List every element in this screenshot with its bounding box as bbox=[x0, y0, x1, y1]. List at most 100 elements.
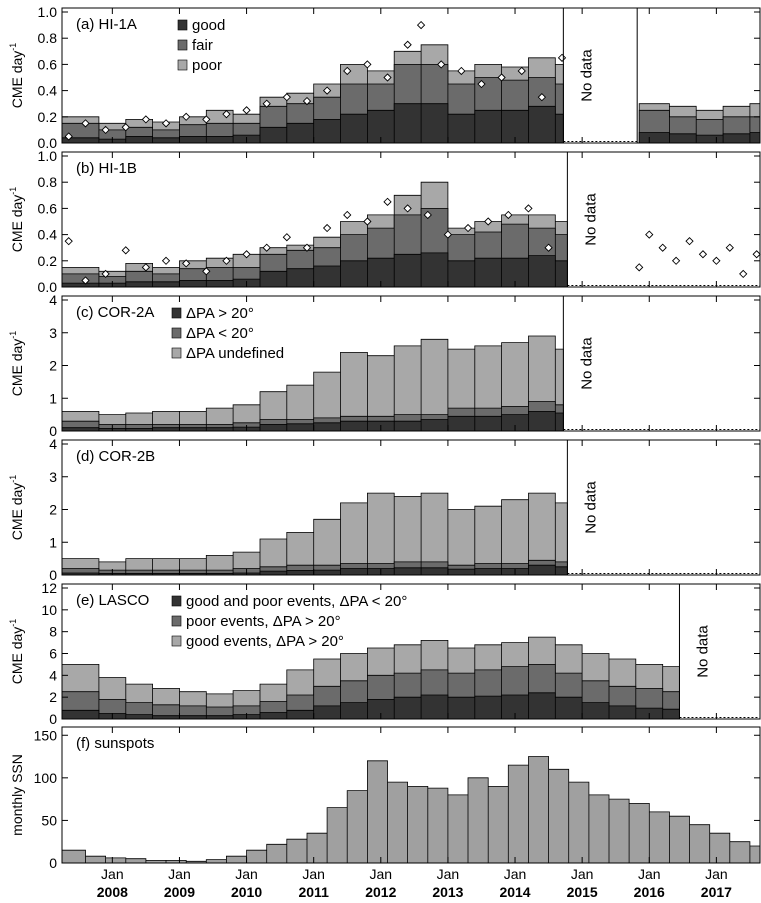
marker-hi1a-22 bbox=[497, 73, 506, 82]
ytick-label-hi1b-2: 0.4 bbox=[38, 227, 58, 243]
marker-hi1b-6 bbox=[182, 259, 191, 268]
panel-lasco: No data 0 2 4 6 8 10 12 CME day-1 (e) LASCO good a… bbox=[8, 580, 761, 727]
ytick-label-hi1b-3: 0.6 bbox=[38, 200, 58, 216]
marker-hi1b-34 bbox=[752, 250, 761, 259]
marker-hi1a-4 bbox=[141, 115, 151, 124]
nodata-label-hi1a: No data bbox=[578, 49, 595, 102]
ytick-label-hi1b-0: 0.0 bbox=[38, 279, 58, 295]
marker-hi1a-0 bbox=[64, 132, 73, 141]
marker-hi1b-4 bbox=[141, 263, 151, 272]
xmonth-label-9: Jan bbox=[705, 866, 728, 882]
xyear-label-4: 2012 bbox=[365, 884, 396, 900]
title-sunspots: (f) sunspots bbox=[76, 735, 154, 752]
legend-label-cor2a-1: ΔPA < 20° bbox=[186, 325, 254, 342]
marker-hi1b-11 bbox=[282, 233, 291, 242]
panel-cor2a: No data 0 1 2 3 4 CME day-1 (c) COR-2A ΔPA > 20°… bbox=[8, 292, 761, 439]
marker-hi1b-24 bbox=[544, 243, 553, 252]
frame-hi1a bbox=[61, 7, 761, 144]
xyear-label-2: 2010 bbox=[231, 884, 262, 900]
legend-swatch-cor2a-0 bbox=[171, 307, 182, 319]
legend-swatch-cor2a-1 bbox=[171, 327, 182, 339]
marker-hi1b-19 bbox=[443, 230, 453, 239]
ytick-label-hi1b-4: 0.8 bbox=[38, 174, 58, 190]
title-lasco: (e) LASCO bbox=[76, 592, 149, 609]
marker-hi1b-9 bbox=[242, 250, 251, 259]
marker-hi1b-14 bbox=[343, 210, 352, 220]
marker-hi1b-33 bbox=[739, 269, 748, 279]
frame-cor2b bbox=[61, 439, 761, 576]
marker-hi1b-18 bbox=[423, 210, 432, 220]
ytick-label-hi1a-3: 0.6 bbox=[38, 56, 58, 72]
ytick-label-cor2a-3: 3 bbox=[49, 325, 57, 341]
xyear-label-1: 2009 bbox=[164, 884, 195, 900]
marker-hi1b-32 bbox=[725, 243, 734, 252]
series-lasco-2 bbox=[61, 692, 680, 720]
marker-hi1b-29 bbox=[685, 237, 694, 246]
legend-swatch-lasco-2 bbox=[171, 635, 182, 647]
ylabel-sup-cor2a: -1 bbox=[8, 331, 18, 339]
legend-label-hi1a-0: good bbox=[192, 17, 225, 34]
frame-lasco bbox=[61, 583, 761, 720]
marker-hi1a-13 bbox=[322, 86, 332, 95]
ylabel-hi1b: CME day-1 bbox=[8, 187, 25, 253]
nodata-label-cor2b: No data bbox=[582, 481, 599, 534]
marker-hi1b-31 bbox=[712, 256, 721, 265]
marker-hi1a-25 bbox=[557, 53, 567, 62]
legend-swatch-hi1a-0 bbox=[177, 19, 188, 31]
xyear-label-6: 2014 bbox=[499, 884, 530, 900]
title-hi1b: (b) HI-1B bbox=[76, 160, 137, 177]
marker-hi1a-24 bbox=[537, 93, 547, 102]
xmonth-label-6: Jan bbox=[504, 866, 527, 882]
marker-hi1b-2 bbox=[101, 269, 110, 279]
panel-sunspots: 0 50 100 150 monthly SSN (f) sunspots bbox=[9, 726, 761, 871]
marker-hi1b-21 bbox=[484, 217, 493, 226]
ylabel-lasco: CME day-1 bbox=[8, 619, 25, 685]
marker-hi1a-20 bbox=[457, 66, 466, 76]
legend-label-lasco-0: good and poor events, ΔPA < 20° bbox=[186, 593, 407, 610]
marker-hi1b-8 bbox=[222, 256, 231, 265]
marker-hi1a-12 bbox=[302, 96, 312, 106]
legend-swatch-lasco-0 bbox=[171, 595, 182, 607]
xyear-label-7: 2015 bbox=[567, 884, 598, 900]
xmonth-label-8: Jan bbox=[638, 866, 661, 882]
ylabel-sup-hi1b: -1 bbox=[8, 187, 18, 195]
legend-label-lasco-2: good events, ΔPA > 20° bbox=[186, 633, 344, 650]
xmonth-label-2: Jan bbox=[235, 866, 258, 882]
ytick-label-hi1a-2: 0.4 bbox=[38, 83, 58, 99]
legend-label-cor2a-2: ΔPA undefined bbox=[186, 345, 284, 362]
marker-hi1a-16 bbox=[383, 73, 392, 82]
marker-hi1a-10 bbox=[262, 99, 271, 108]
xmonth-label-3: Jan bbox=[302, 866, 325, 882]
xmonth-label-7: Jan bbox=[571, 866, 594, 882]
ytick-label-cor2b-4: 4 bbox=[49, 436, 57, 452]
ylabel-cor2b: CME day-1 bbox=[8, 475, 25, 541]
marker-hi1b-25 bbox=[635, 263, 644, 272]
marker-hi1a-9 bbox=[242, 106, 251, 115]
marker-hi1b-26 bbox=[645, 230, 654, 239]
marker-hi1b-5 bbox=[161, 256, 171, 265]
xyear-label-3: 2011 bbox=[298, 884, 329, 900]
ytick-label-cor2b-1: 1 bbox=[49, 534, 57, 550]
panel-hi1b: No data 0.0 0.2 0.4 0.6 0.8 1.0 CME day-1 (b) HI… bbox=[8, 148, 761, 295]
xyear-label-0: 2008 bbox=[97, 884, 128, 900]
ytick-label-lasco-5: 10 bbox=[41, 602, 57, 618]
legend-swatch-lasco-1 bbox=[171, 615, 182, 627]
marker-hi1a-17 bbox=[403, 40, 412, 49]
series-hi1b-2 bbox=[61, 252, 568, 288]
ytick-label-sunspots-0: 0 bbox=[49, 855, 57, 871]
nodata-label-hi1b: No data bbox=[582, 193, 599, 246]
marker-hi1b-7 bbox=[202, 267, 211, 276]
ylabel-sup-cor2b: -1 bbox=[8, 475, 18, 483]
ytick-label-lasco-6: 12 bbox=[41, 580, 57, 596]
ytick-label-cor2a-1: 1 bbox=[49, 390, 57, 406]
ylabel-sup-hi1a: -1 bbox=[8, 43, 18, 51]
ylabel-cor2a: CME day-1 bbox=[8, 331, 25, 397]
ytick-label-hi1a-0: 0.0 bbox=[38, 135, 58, 151]
marker-hi1a-11 bbox=[282, 93, 291, 102]
ytick-label-lasco-2: 4 bbox=[49, 667, 57, 683]
marker-hi1a-3 bbox=[121, 123, 130, 132]
marker-hi1b-3 bbox=[121, 246, 130, 255]
marker-hi1b-1 bbox=[81, 276, 90, 285]
legend-label-hi1a-1: fair bbox=[192, 37, 213, 54]
ylabel-sup-lasco: -1 bbox=[8, 619, 18, 627]
